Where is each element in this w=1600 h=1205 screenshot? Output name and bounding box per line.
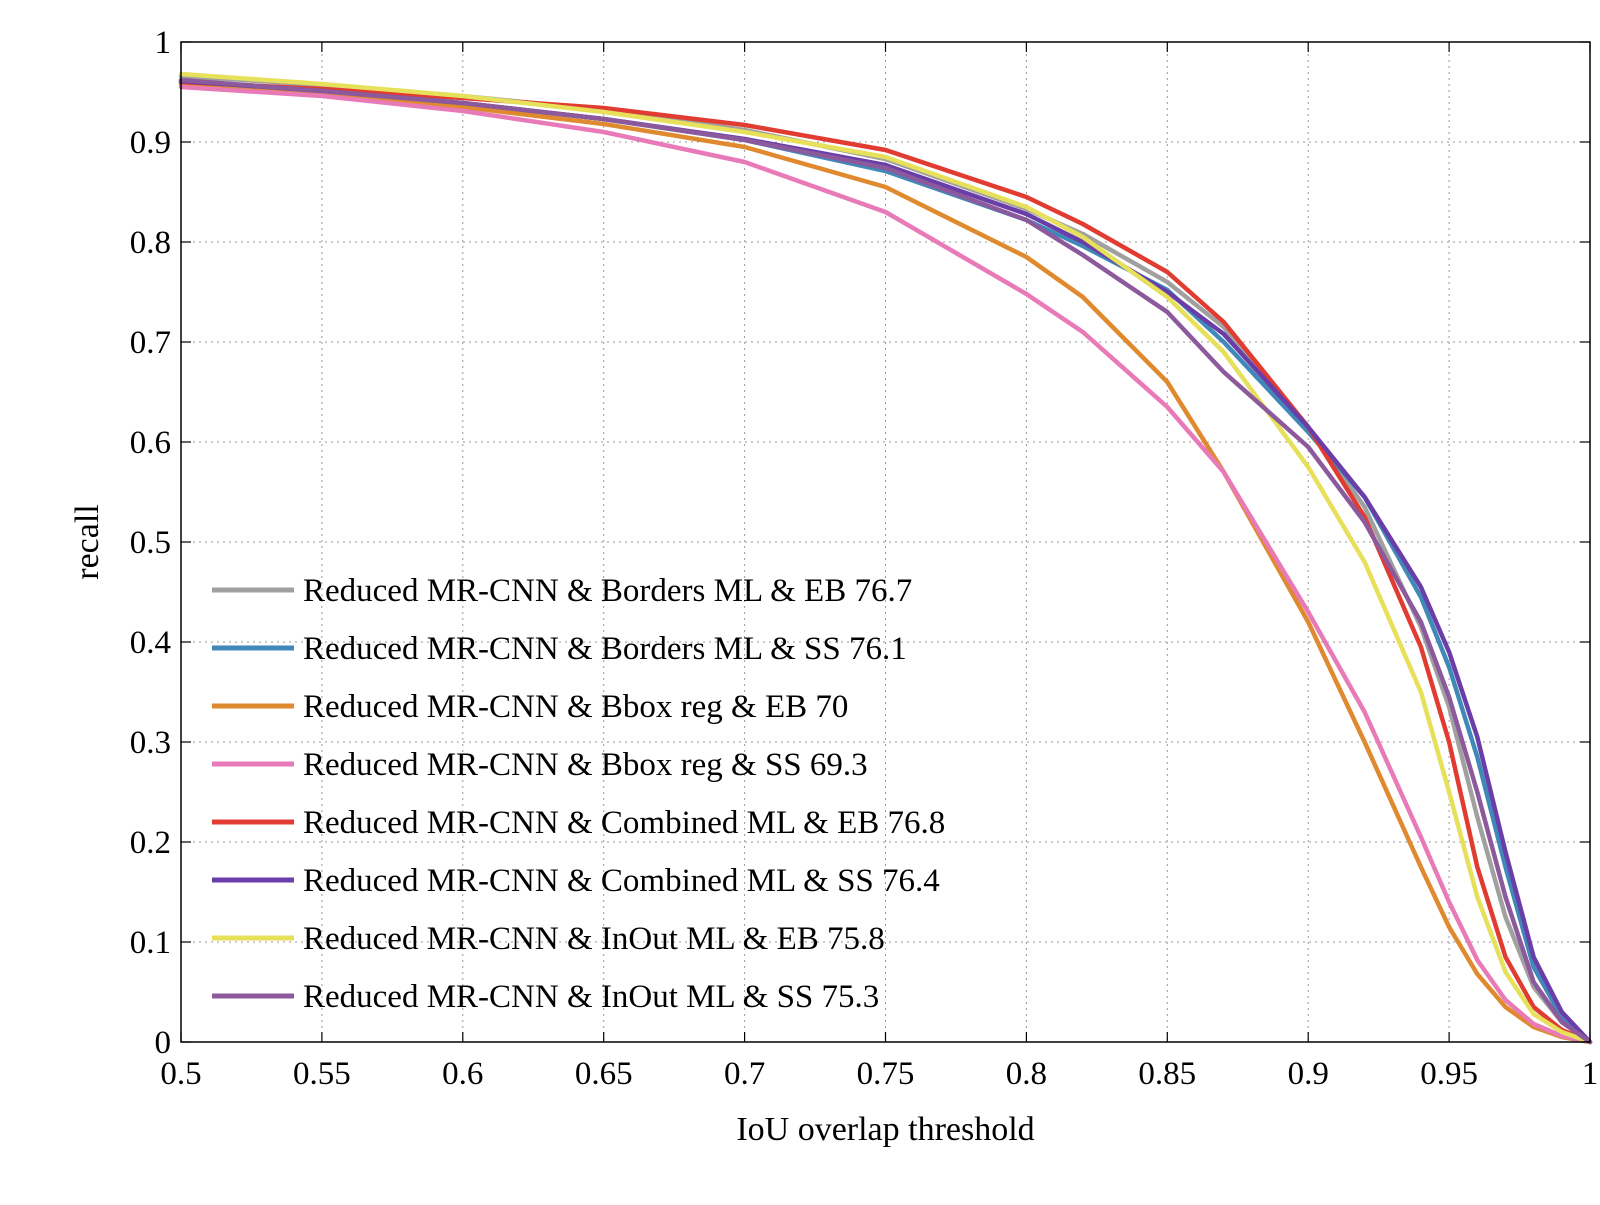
x-axis-label: IoU overlap threshold <box>736 1111 1034 1148</box>
x-tick-label: 0.75 <box>857 1056 915 1092</box>
grid <box>181 42 1590 1042</box>
x-tick-label: 0.5 <box>160 1056 201 1092</box>
legend-label: Reduced MR-CNN & Combined ML & EB 76.8 <box>303 805 945 841</box>
y-tick-label: 0.9 <box>130 125 171 161</box>
x-tick-label: 0.55 <box>293 1056 351 1092</box>
series-line-5 <box>178 79 1593 1045</box>
legend: Reduced MR-CNN & Borders ML & EB 76.7 Red… <box>212 573 945 1015</box>
series-line-8 <box>178 77 1593 1045</box>
x-tick-label: 0.8 <box>1006 1056 1047 1092</box>
x-tick-label: 0.6 <box>442 1056 483 1092</box>
y-tick-label: 0.8 <box>130 225 171 261</box>
y-tick-label: 0.5 <box>130 525 171 561</box>
y-tick-label: 0.1 <box>130 925 171 961</box>
x-tick-label: 1 <box>1582 1056 1599 1092</box>
legend-label: Reduced MR-CNN & Bbox reg & EB 70 <box>303 689 848 725</box>
y-tick-label: 0.2 <box>130 825 171 861</box>
x-tick-label: 0.85 <box>1138 1056 1196 1092</box>
legend-label: Reduced MR-CNN & Borders ML & SS 76.1 <box>303 631 907 667</box>
legend-label: Reduced MR-CNN & Bbox reg & SS 69.3 <box>303 747 868 783</box>
x-tick-label: 0.9 <box>1288 1056 1329 1092</box>
legend-label: Reduced MR-CNN & InOut ML & SS 75.3 <box>303 979 879 1015</box>
series-line-7 <box>178 71 1593 1045</box>
y-tick-label: 0.4 <box>130 625 171 661</box>
legend-label: Reduced MR-CNN & Borders ML & EB 76.7 <box>303 573 912 609</box>
x-tick-label: 0.7 <box>724 1056 765 1092</box>
y-tick-label: 0 <box>155 1025 172 1061</box>
series-line-4 <box>178 84 1593 1045</box>
x-tick-label: 0.95 <box>1420 1056 1478 1092</box>
y-tick-label: 0.7 <box>130 325 171 361</box>
legend-label: Reduced MR-CNN & Combined ML & SS 76.4 <box>303 863 940 899</box>
y-axis-label: recall <box>69 504 106 580</box>
y-tick-label: 1 <box>155 25 172 61</box>
axis-ticks: 0.5 0.55 0.6 0.65 0.7 0.75 0.8 0.85 0.9 0.95 1 0 0.1… <box>130 25 1599 1092</box>
x-tick-label: 0.65 <box>575 1056 633 1092</box>
legend-label: Reduced MR-CNN & InOut ML & EB 75.8 <box>303 921 885 957</box>
y-tick-label: 0.6 <box>130 425 171 461</box>
y-tick-label: 0.3 <box>130 725 171 761</box>
series-lines <box>178 71 1593 1045</box>
